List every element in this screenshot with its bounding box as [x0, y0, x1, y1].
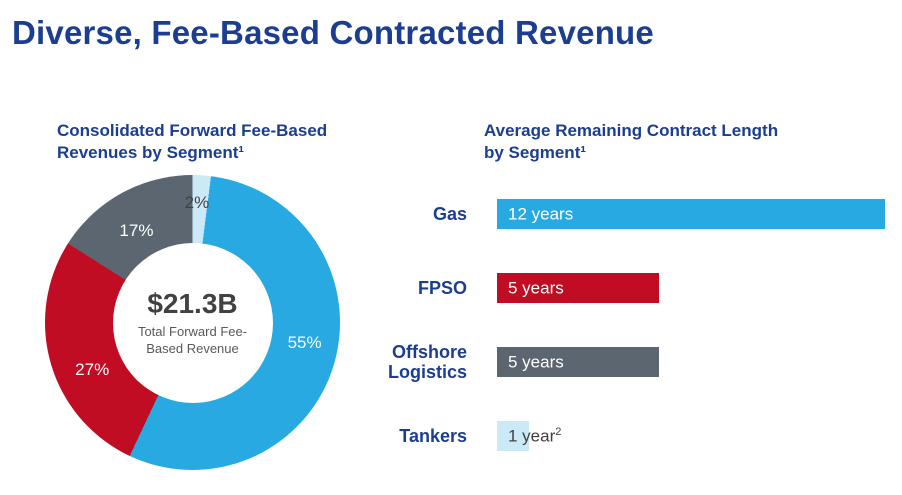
page-title: Diverse, Fee-Based Contracted Revenue: [12, 14, 654, 51]
bar-value-tankers-sup: 2: [555, 425, 562, 438]
bar-row-gas: Gas 12 years: [350, 199, 890, 229]
donut-slice-label-55pct: 55%: [287, 333, 322, 353]
bar-track-gas: 12 years: [497, 199, 885, 229]
bar-chart: Gas 12 years FPSO 5 years Offshore Logis…: [350, 199, 890, 495]
donut-chart-area: $21.3B Total Forward Fee- Based Revenue …: [45, 175, 340, 470]
donut-center-caption: Total Forward Fee- Based Revenue: [138, 324, 247, 358]
bar-value-offshore-logistics-text: 5 years: [508, 352, 564, 372]
bar-label-tankers: Tankers: [399, 425, 467, 446]
bar-value-gas-text: 12 years: [508, 204, 574, 224]
donut-heading-line2: Revenues by Segment¹: [57, 143, 245, 163]
bar-track-offshore-logistics: 5 years: [497, 347, 885, 377]
bar-value-fpso-text: 5 years: [508, 278, 564, 298]
donut-center-caption-line2: Based Revenue: [146, 340, 239, 356]
bar-value-gas: 12 years: [497, 204, 573, 225]
bar-row-fpso: FPSO 5 years: [350, 273, 890, 303]
donut-center-value: $21.3B: [147, 287, 238, 319]
bar-label-fpso: FPSO: [417, 277, 467, 298]
bar-value-fpso: 5 years: [497, 278, 564, 299]
bar-value-tankers-text: 1 year: [508, 426, 556, 446]
bar-fill-fpso: 5 years: [497, 273, 659, 303]
bar-fill-gas: 12 years: [497, 199, 885, 229]
bar-section-heading: Average Remaining Contract Length by Seg…: [484, 120, 778, 164]
bar-row-tankers: Tankers 1 year2: [350, 421, 890, 451]
donut-slice-label-17pct: 17%: [119, 221, 154, 241]
donut-section-heading: Consolidated Forward Fee-Based Revenues …: [57, 120, 327, 164]
bar-track-fpso: 5 years: [497, 273, 885, 303]
bar-label-gas: Gas: [432, 203, 467, 224]
bar-value-tankers: 1 year2: [497, 426, 561, 447]
bar-value-offshore-logistics: 5 years: [497, 352, 564, 373]
bar-heading-line2: by Segment¹: [484, 143, 587, 163]
bar-label-offshore-logistics: Offshore Logistics: [387, 341, 467, 382]
bar-heading-line1: Average Remaining Contract Length: [484, 121, 779, 140]
bar-fill-tankers: 1 year2: [497, 421, 561, 451]
donut-center-caption-line1: Total Forward Fee-: [137, 323, 248, 339]
bar-fill-offshore-logistics: 5 years: [497, 347, 659, 377]
donut-center: $21.3B Total Forward Fee- Based Revenue: [112, 242, 273, 403]
bar-track-tankers: 1 year2: [497, 421, 885, 451]
donut-slice-label-27pct: 27%: [75, 359, 110, 379]
bar-row-offshore-logistics: Offshore Logistics 5 years: [350, 342, 890, 382]
donut-slice-label-2pct: 2%: [184, 193, 210, 213]
donut-heading-line1: Consolidated Forward Fee-Based: [57, 121, 328, 140]
